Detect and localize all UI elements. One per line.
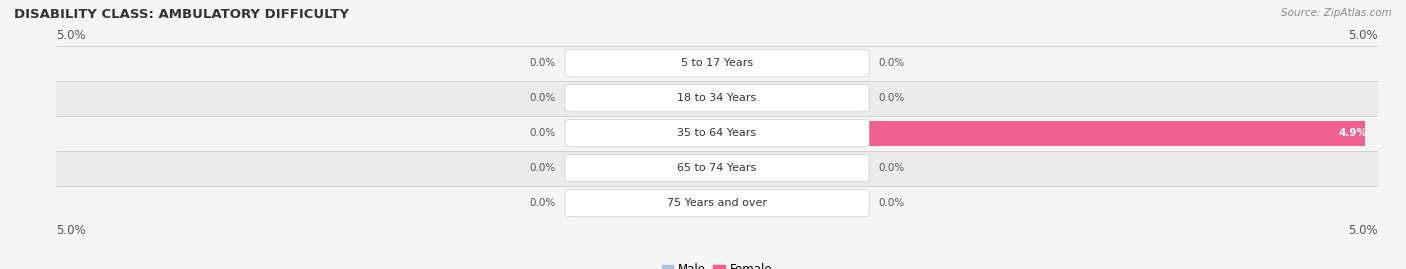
Text: 5.0%: 5.0% <box>1348 29 1378 42</box>
Bar <box>678 190 717 216</box>
Text: 18 to 34 Years: 18 to 34 Years <box>678 93 756 103</box>
Text: 0.0%: 0.0% <box>530 58 555 68</box>
Bar <box>717 121 1365 146</box>
Text: DISABILITY CLASS: AMBULATORY DIFFICULTY: DISABILITY CLASS: AMBULATORY DIFFICULTY <box>14 8 349 21</box>
FancyBboxPatch shape <box>565 49 869 77</box>
Bar <box>56 116 1378 151</box>
Bar <box>678 51 717 76</box>
Bar <box>56 46 1378 81</box>
Text: 5 to 17 Years: 5 to 17 Years <box>681 58 754 68</box>
Text: 4.9%: 4.9% <box>1339 128 1367 138</box>
Text: 0.0%: 0.0% <box>879 93 904 103</box>
Text: 0.0%: 0.0% <box>530 128 555 138</box>
Text: 5.0%: 5.0% <box>1348 224 1378 237</box>
Text: Source: ZipAtlas.com: Source: ZipAtlas.com <box>1281 8 1392 18</box>
Text: 65 to 74 Years: 65 to 74 Years <box>678 163 756 173</box>
Bar <box>717 86 756 111</box>
Text: 5.0%: 5.0% <box>56 224 86 237</box>
Text: 5.0%: 5.0% <box>56 29 86 42</box>
Text: 0.0%: 0.0% <box>879 198 904 208</box>
FancyBboxPatch shape <box>565 84 869 112</box>
Bar <box>717 51 756 76</box>
Text: 0.0%: 0.0% <box>530 198 555 208</box>
Bar <box>56 81 1378 116</box>
Bar <box>717 190 756 216</box>
Text: 0.0%: 0.0% <box>879 163 904 173</box>
Text: 0.0%: 0.0% <box>530 93 555 103</box>
Bar <box>56 186 1378 221</box>
Text: 0.0%: 0.0% <box>879 58 904 68</box>
Bar <box>678 155 717 181</box>
Text: 75 Years and over: 75 Years and over <box>666 198 768 208</box>
Bar <box>678 121 717 146</box>
FancyBboxPatch shape <box>565 189 869 217</box>
Legend: Male, Female: Male, Female <box>657 259 778 269</box>
Bar <box>56 151 1378 186</box>
Text: 0.0%: 0.0% <box>530 163 555 173</box>
Bar <box>678 86 717 111</box>
FancyBboxPatch shape <box>565 154 869 182</box>
Text: 35 to 64 Years: 35 to 64 Years <box>678 128 756 138</box>
FancyBboxPatch shape <box>565 119 869 147</box>
Bar <box>717 155 756 181</box>
